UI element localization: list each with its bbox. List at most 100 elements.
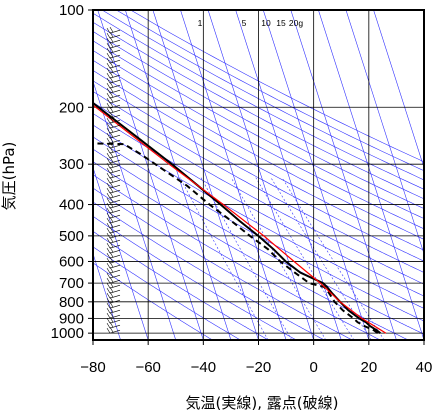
wind-barb (106, 306, 121, 314)
wind-barb (106, 286, 121, 294)
y-tick-label: 500 (59, 228, 84, 245)
wind-barb-feather (106, 72, 111, 79)
wind-barb-feather (106, 42, 111, 49)
wind-barb (106, 96, 121, 104)
x-tick-label: −80 (80, 359, 105, 376)
sounding-series (93, 101, 387, 334)
x-tick-label: 40 (416, 359, 433, 376)
temperature-line (93, 101, 382, 334)
wind-barb-feather (106, 232, 111, 239)
dry-adiabat-line (93, 31, 424, 209)
dry-adiabat-line (93, 50, 424, 230)
mixing-ratio-label: 20g (289, 18, 303, 28)
wind-barb-staff (109, 209, 121, 214)
mixing-ratio-label: 1 (198, 18, 203, 28)
wind-barb-feather (106, 317, 111, 324)
wind-barb-feather (106, 327, 111, 334)
wind-barb-feather (106, 262, 111, 269)
wind-barb-staff (109, 189, 121, 194)
wind-barb-feather (106, 202, 111, 209)
isotherm-line (93, 80, 177, 340)
wind-barb-feather (106, 222, 111, 229)
wind-barb (106, 26, 121, 34)
wind-barb-staff (109, 269, 121, 274)
wind-barb-staff (109, 214, 121, 219)
mixing-ratio-line (230, 177, 327, 340)
isotherm-line (373, 10, 424, 169)
x-tick-label: −60 (135, 359, 160, 376)
dry-adiabat-line (130, 10, 424, 163)
mixing-ratio-line (200, 177, 292, 340)
mixing-ratio-label: 5 (242, 18, 247, 28)
isotherm-line (290, 10, 397, 340)
wind-barb-staff (109, 169, 121, 174)
dry-adiabat-line (93, 174, 381, 340)
wind-barb-staff (109, 109, 121, 114)
wind-barb-staff (109, 74, 121, 79)
wind-barb-staff (109, 44, 121, 49)
wind-barb-feather (106, 177, 111, 184)
wind-barb-staff (109, 144, 121, 149)
wind-barb-staff (109, 314, 121, 319)
isotherm-line (207, 10, 314, 340)
isotherm-line (152, 10, 259, 340)
y-tick-label: 400 (59, 197, 84, 214)
isotherm-line (97, 10, 204, 340)
wind-barb-staff (109, 114, 121, 119)
wind-barb-feather (106, 137, 111, 144)
wind-barb-staff (109, 249, 121, 254)
wind-barb-staff (109, 89, 121, 94)
wind-barb (106, 196, 121, 204)
wind-barb-staff (109, 294, 121, 299)
dry-adiabat-line (93, 262, 213, 340)
wind-barb (106, 126, 121, 134)
y-tick-label: 1000 (51, 325, 84, 342)
wind-barb-feather (106, 227, 111, 234)
wind-barb-staff (109, 39, 121, 44)
wind-barb (106, 296, 121, 304)
wind-barb-staff (109, 174, 121, 179)
wind-barb-feather (106, 297, 111, 304)
wind-barb-feather (109, 26, 114, 33)
dry-adiabat-line (93, 148, 424, 335)
dry-adiabat-line (93, 91, 424, 273)
wind-barb-feather (106, 242, 111, 249)
wind-barb-staff (109, 279, 121, 284)
wind-barb-feather (106, 162, 111, 169)
wind-barb (106, 311, 121, 319)
dry-adiabat-line (93, 80, 424, 262)
wind-barb-staff (109, 274, 121, 279)
reference-profile-line (93, 104, 387, 334)
wind-barb-staff (109, 199, 121, 204)
grid-lines (92, 9, 425, 340)
wind-barb-feather (106, 257, 111, 264)
wind-barb-feather (106, 92, 111, 99)
wind-barb-staff (109, 164, 121, 169)
wind-barb-staff (109, 304, 121, 309)
wind-barb-feather (106, 237, 111, 244)
wind-barb-feather (106, 87, 111, 94)
dry-adiabat-line (116, 10, 424, 172)
dry-adiabat-line (93, 230, 269, 340)
wind-barb-feather (106, 132, 111, 139)
wind-barb-feather (106, 32, 111, 39)
wind-barb-feather (106, 307, 111, 314)
wind-barb-feather (106, 292, 111, 299)
wind-barb-staff (109, 139, 121, 144)
wind-barb-feather (106, 267, 111, 274)
wind-barb-feather (106, 277, 111, 284)
isotherm-line (125, 10, 232, 340)
wind-barb-staff (109, 299, 121, 304)
wind-barb (106, 86, 121, 94)
wind-barb-staff (109, 224, 121, 229)
wind-barb-staff (109, 259, 121, 264)
x-axis-label: 気温(実線), 露点(破線) (186, 394, 339, 412)
wind-barb-feather (106, 312, 111, 319)
wind-barb-feather (106, 127, 111, 134)
x-axis-ticks: −80 −60 −40 −20 0 20 40 (80, 340, 432, 376)
wind-barb-feather (106, 182, 111, 189)
wind-barb-feather (106, 27, 111, 34)
dry-adiabat-line (93, 246, 241, 340)
wind-barb-staff (109, 149, 121, 154)
wind-barb-staff (109, 179, 121, 184)
